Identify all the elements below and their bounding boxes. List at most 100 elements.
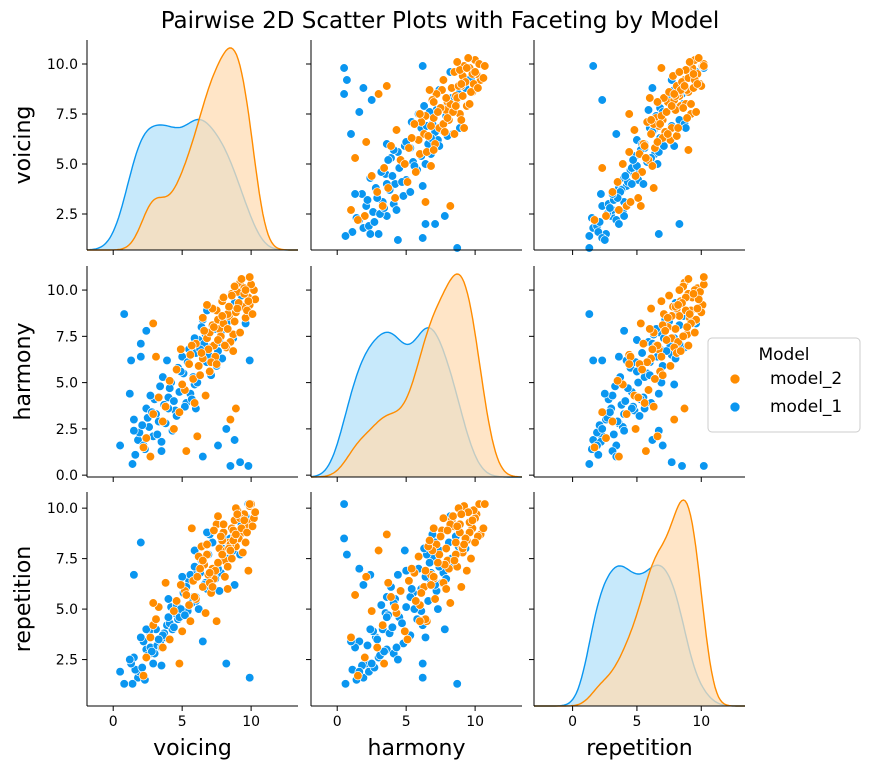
point-model_1-76 (614, 219, 624, 229)
y-tick-label: 2.5 (56, 207, 78, 223)
point-model_1-56 (180, 610, 190, 620)
point-model_2-70 (154, 392, 164, 403)
x-tick-label: 5 (402, 714, 411, 730)
panel-harmony-vs-repetition (529, 266, 745, 482)
point-model_2-45 (245, 499, 255, 509)
point-model_1-83 (619, 326, 629, 336)
point-model_2-33 (678, 331, 688, 341)
point-model_2-62 (176, 344, 186, 354)
point-model_2-81 (663, 313, 673, 323)
point-model_1-38 (643, 105, 654, 115)
point-model_1-76 (136, 352, 146, 362)
panel-harmony-vs-voicing: 0.0 2.5 5.0 7.5 10.0 (47, 266, 298, 484)
point-model_2-77 (379, 163, 389, 173)
point-model_1-60 (340, 679, 351, 689)
y-tick-label: 7.5 (56, 107, 78, 123)
panel-repetition-vs-voicing: 0 5 10 2.5 5.0 7.5 10.0 (47, 492, 298, 730)
point-model_1-60 (127, 459, 138, 469)
point-model_2-61 (407, 564, 417, 574)
point-model_2-33 (435, 531, 446, 542)
point-model_1-84 (597, 95, 607, 105)
point-model_2-49 (667, 101, 677, 111)
point-model_2-49 (217, 311, 227, 321)
point-model_1-74 (418, 233, 428, 243)
point-model_2-52 (692, 79, 703, 89)
point-model_2-63 (189, 592, 200, 602)
point-model_2-77 (174, 407, 185, 417)
point-model_2-80 (589, 215, 600, 225)
point-model_2-58 (674, 285, 685, 295)
point-model_2-38 (686, 99, 696, 109)
point-model_2-62 (426, 580, 436, 590)
point-model_1-68 (424, 558, 435, 568)
point-model_2-86 (148, 318, 158, 329)
point-model_2-84 (187, 340, 197, 351)
point-model_1-91 (198, 636, 208, 647)
point-model_2-72 (402, 177, 413, 187)
y-tick-label: 2.5 (56, 422, 78, 438)
point-model_1-83 (141, 624, 151, 634)
point-model_2-64 (200, 390, 211, 401)
point-model_2-83 (669, 89, 679, 99)
point-model_1-87 (658, 440, 668, 451)
point-model_2-17 (441, 543, 451, 554)
point-model_2-76 (141, 652, 151, 663)
point-model_2-80 (138, 442, 149, 453)
point-model_2-83 (225, 545, 236, 556)
point-model_1-88 (229, 580, 240, 590)
point-model_2-46 (220, 572, 230, 582)
point-model_2-89 (462, 566, 472, 576)
x-tick-label: 10 (466, 714, 484, 730)
point-model_1-89 (430, 219, 440, 229)
legend-label-model_2: model_2 (770, 369, 842, 389)
point-model_2-68 (169, 424, 179, 434)
point-model_1-88 (358, 580, 369, 590)
point-model_2-34 (227, 553, 237, 564)
point-model_1-61 (169, 622, 179, 632)
point-model_2-69 (618, 159, 628, 169)
point-model_2-85 (382, 529, 392, 540)
point-model_1-27 (365, 624, 375, 634)
point-model_2-44 (213, 335, 223, 345)
legend: Model model_2 model_1 (707, 337, 861, 433)
point-model_2-88 (673, 123, 683, 133)
point-model_1-85 (350, 189, 360, 199)
point-model_1-13 (163, 594, 174, 604)
point-model_1-81 (677, 461, 687, 471)
x-tick-label: 10 (692, 714, 710, 730)
point-model_2-66 (185, 350, 196, 360)
point-model_2-37 (250, 507, 260, 517)
point-model_1-60 (127, 679, 138, 689)
point-model_2-45 (245, 272, 255, 282)
point-model_1-41 (391, 642, 402, 653)
point-model_2-89 (243, 296, 254, 306)
point-model_1-75 (119, 679, 129, 689)
point-model_2-51 (645, 324, 655, 334)
x-tick-label: 0 (109, 714, 118, 730)
point-model_2-76 (360, 211, 370, 221)
point-model_1-51 (362, 195, 373, 205)
point-model_1-88 (229, 435, 240, 445)
point-model_2-59 (205, 366, 215, 377)
point-model_2-82 (456, 582, 466, 592)
y-tick-label: 2.5 (56, 653, 78, 669)
point-model_2-88 (459, 539, 469, 550)
point-model_1-74 (418, 658, 428, 669)
point-model_2-23 (426, 121, 436, 131)
point-model_2-41 (416, 588, 426, 598)
point-model_1-66 (681, 123, 691, 133)
point-model_1-90 (365, 229, 375, 239)
point-model_1-67 (627, 179, 637, 189)
point-model_1-87 (354, 564, 364, 574)
point-model_2-55 (452, 521, 462, 531)
point-model_1-61 (620, 171, 630, 181)
point-model_2-45 (699, 272, 709, 282)
point-model_2-84 (683, 145, 694, 155)
point-model_1-25 (129, 414, 139, 425)
legend-marker-model_2 (729, 373, 741, 385)
point-model_2-58 (674, 67, 685, 77)
point-model_2-55 (452, 57, 462, 67)
point-model_2-44 (213, 558, 223, 568)
point-model_2-60 (395, 586, 406, 596)
